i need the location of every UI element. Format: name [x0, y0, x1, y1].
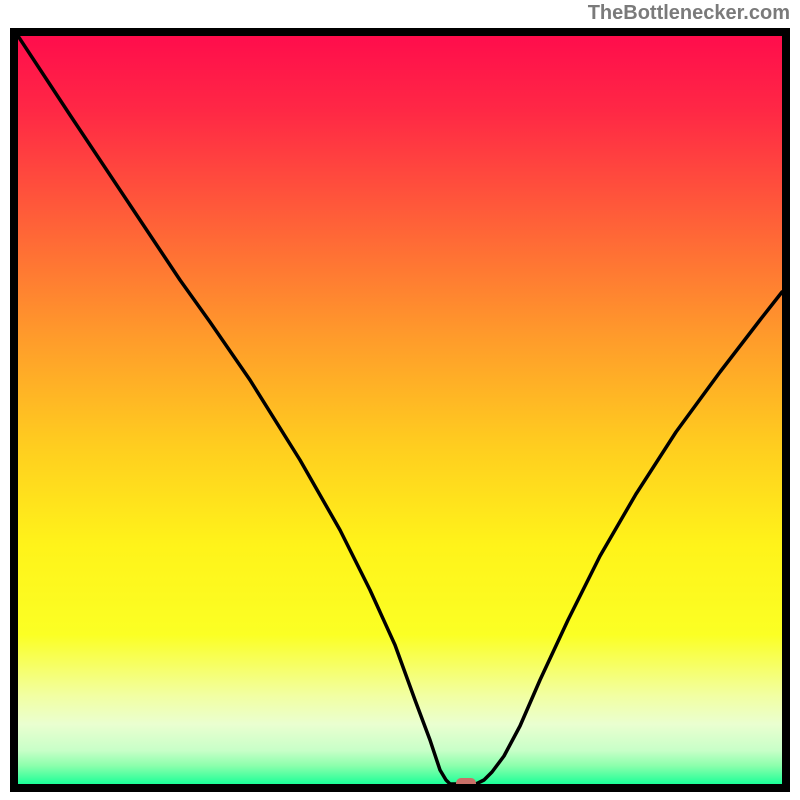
watermark-label: TheBottlenecker.com	[588, 2, 790, 25]
optimal-point-marker	[456, 778, 476, 784]
chart-container: TheBottlenecker.com	[0, 0, 800, 800]
bottleneck-curve	[18, 36, 782, 784]
gradient-area	[18, 36, 782, 784]
